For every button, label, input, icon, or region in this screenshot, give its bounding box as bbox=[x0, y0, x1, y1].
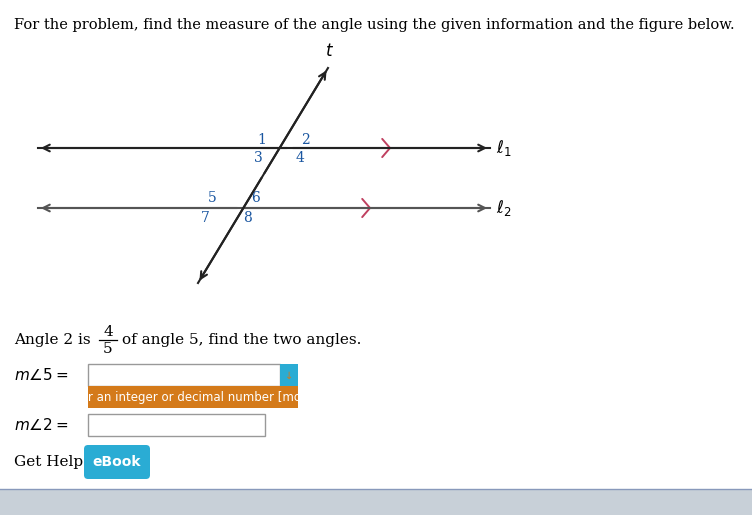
Text: $t$: $t$ bbox=[326, 43, 335, 60]
Text: 8: 8 bbox=[244, 211, 253, 225]
Bar bbox=[88, 414, 265, 436]
Text: eBook: eBook bbox=[92, 455, 141, 469]
Text: Angle 2 is: Angle 2 is bbox=[14, 333, 91, 347]
Text: For the problem, find the measure of the angle using the given information and t: For the problem, find the measure of the… bbox=[14, 18, 735, 32]
Text: $\ell_2$: $\ell_2$ bbox=[496, 198, 511, 218]
Bar bbox=[0, 489, 752, 515]
Text: of angle 5, find the two angles.: of angle 5, find the two angles. bbox=[122, 333, 362, 347]
Text: $m\angle5 =$: $m\angle5 =$ bbox=[14, 367, 68, 383]
Text: Enter an integer or decimal number [more..]: Enter an integer or decimal number [more… bbox=[61, 390, 325, 403]
Bar bbox=[88, 364, 280, 386]
Text: ↓: ↓ bbox=[285, 371, 293, 381]
Text: 3: 3 bbox=[253, 151, 262, 165]
Text: 2: 2 bbox=[301, 133, 309, 147]
Text: 1: 1 bbox=[258, 133, 266, 147]
Text: 7: 7 bbox=[201, 211, 210, 225]
Text: 4: 4 bbox=[103, 325, 113, 339]
Text: $m\angle2 =$: $m\angle2 =$ bbox=[14, 417, 68, 433]
Text: $\ell_1$: $\ell_1$ bbox=[496, 138, 511, 158]
Text: Points possible: 1: Points possible: 1 bbox=[14, 495, 125, 508]
Bar bbox=[88, 386, 298, 408]
Text: 6: 6 bbox=[250, 191, 259, 205]
Bar bbox=[280, 364, 298, 386]
FancyBboxPatch shape bbox=[84, 445, 150, 479]
Text: 5: 5 bbox=[103, 342, 113, 356]
Text: 4: 4 bbox=[296, 151, 305, 165]
Text: 5: 5 bbox=[208, 191, 217, 205]
Text: Get Help:: Get Help: bbox=[14, 455, 89, 469]
